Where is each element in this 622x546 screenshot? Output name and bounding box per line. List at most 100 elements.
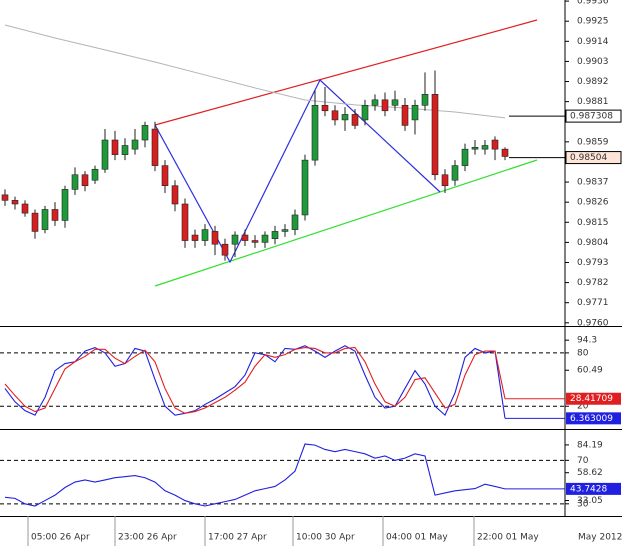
last-value-box: [566, 482, 621, 495]
x-tick-label: 23:00 26 Apr: [118, 533, 177, 543]
y-tick-label: 20: [577, 402, 589, 412]
candle-body: [61, 189, 69, 221]
y-tick-label: 70: [577, 456, 589, 466]
candle-body: [171, 185, 179, 205]
candle-body: [111, 139, 119, 155]
y-tick-label: 94.3: [577, 336, 597, 346]
candle-body: [101, 139, 109, 170]
x-tick-label: 10:00 30 Apr: [296, 533, 355, 543]
candle-body: [411, 104, 419, 121]
last-value-box: [565, 151, 622, 165]
candle-body: [481, 145, 489, 150]
indicator-line: [4, 345, 506, 419]
candle-body: [161, 165, 169, 187]
y-tick-label: 0.9914: [577, 37, 609, 47]
x-tick-label: 04:00 01 May: [386, 533, 448, 543]
candle-body: [261, 234, 269, 243]
candle-body: [1, 194, 9, 201]
candle-body: [271, 231, 279, 240]
zigzag: [154, 79, 441, 264]
candle-body: [311, 104, 319, 161]
candle-body: [91, 168, 99, 181]
moving-average: [4, 24, 506, 119]
candle-body: [421, 94, 429, 106]
candle-body: [461, 148, 469, 166]
y-tick-label: 60.49: [577, 366, 603, 376]
candle-body: [251, 240, 259, 243]
candle-body: [191, 234, 199, 241]
candle-body: [471, 147, 479, 150]
y-tick-label: 30: [577, 499, 589, 509]
candle-body: [121, 145, 129, 155]
candle-body: [231, 234, 239, 245]
candle-body: [291, 214, 299, 230]
candle-body: [341, 114, 349, 121]
last-value-box: [566, 412, 621, 425]
indicator-line: [4, 346, 506, 414]
candle-body: [201, 229, 209, 241]
candle-body: [321, 104, 329, 112]
indicator-line: [4, 443, 506, 507]
x-tick-label: 05:00 26 Apr: [31, 533, 90, 543]
y-tick-label: 84.19: [577, 440, 603, 450]
candle-body: [51, 209, 59, 221]
last-value-box: [565, 109, 622, 123]
candle-body: [31, 212, 39, 232]
candle-body: [301, 159, 309, 216]
last-value-label: 28.41709: [570, 394, 613, 404]
candle-body: [451, 165, 459, 181]
candle-body: [211, 231, 219, 245]
y-tick-label: 0.9826: [577, 198, 609, 208]
last-value-label: 6.363009: [570, 414, 613, 424]
lower-channel: [154, 159, 538, 287]
y-tick-label: 0.9936: [577, 0, 609, 7]
candle-body: [11, 200, 19, 205]
y-tick-label: 0.9771: [577, 298, 609, 308]
candle-body: [71, 174, 79, 190]
candle-body: [21, 203, 29, 214]
x-tick-label: 17:00 27 Apr: [208, 533, 267, 543]
y-tick-label: 0.9881: [577, 97, 609, 107]
y-tick-label: 0.9925: [577, 17, 609, 27]
candle-body: [181, 203, 189, 241]
y-tick-label: 0.9815: [577, 218, 609, 228]
y-tick-label: 0.9903: [577, 57, 609, 67]
y-tick-label: 0.9892: [577, 77, 609, 87]
candle-body: [41, 209, 49, 230]
candle-body: [151, 128, 159, 166]
last-value-label: 0.987308: [570, 112, 613, 122]
candle-body: [491, 139, 499, 150]
x-tick-label: 22:00 01 May: [477, 533, 539, 543]
candle-body: [141, 125, 149, 141]
candle-body: [351, 114, 359, 126]
y-tick-label: 0.9793: [577, 258, 609, 268]
candle-body: [331, 110, 339, 121]
candle-body: [381, 99, 389, 112]
candle-body: [391, 99, 399, 106]
candle-body: [501, 148, 509, 157]
candle-body: [401, 104, 409, 126]
candle-body: [441, 174, 449, 187]
upper-channel: [154, 19, 538, 126]
y-tick-label: 0.9837: [577, 178, 609, 188]
candle-body: [431, 94, 439, 176]
candle-body: [281, 229, 289, 232]
candle-body: [131, 139, 139, 150]
last-value-label: 0.98504: [570, 153, 607, 163]
y-tick-label: 0.9859: [577, 137, 609, 147]
y-tick-label: 0.9760: [577, 318, 609, 328]
candle-body: [361, 104, 369, 121]
candle-body: [221, 243, 229, 256]
y-tick-label: 58.62: [577, 468, 603, 478]
y-tick-label: 0.9782: [577, 278, 609, 288]
candle-body: [241, 234, 249, 241]
candle-body: [81, 174, 89, 187]
candle-body: [371, 99, 379, 106]
pattern-drawing: [154, 19, 538, 287]
frame: [0, 0, 622, 517]
y-tick-label: 33.05: [577, 496, 603, 506]
last-value-label: 43.7428: [570, 484, 607, 494]
y-tick-label: 80: [577, 348, 589, 358]
